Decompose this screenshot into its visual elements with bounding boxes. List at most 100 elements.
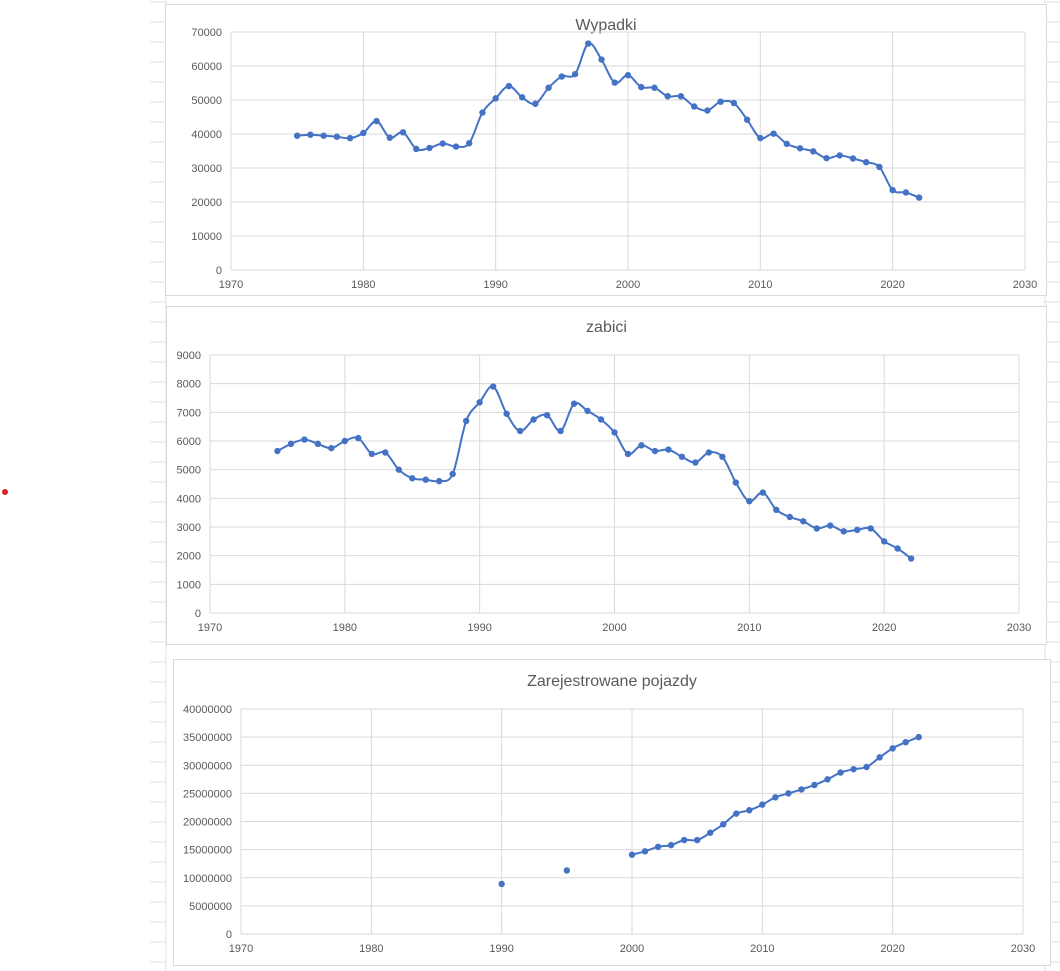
y-tick-label: 50000 (191, 95, 222, 107)
data-point (705, 449, 713, 456)
data-point (479, 109, 486, 116)
data-point (449, 470, 456, 478)
y-tick-label: 40000000 (183, 704, 232, 716)
x-tick-label: 1980 (351, 279, 375, 291)
data-point (558, 73, 566, 80)
data-point (563, 867, 571, 874)
data-point (386, 134, 393, 141)
x-tick-label: 2030 (1011, 943, 1035, 955)
chart-title: zabici (586, 319, 627, 336)
data-point (840, 528, 847, 535)
data-point (597, 416, 605, 423)
x-tick-label: 2010 (748, 279, 772, 291)
data-point (395, 466, 402, 473)
y-tick-label: 4000 (177, 493, 201, 505)
data-point (827, 522, 834, 529)
y-tick-label: 8000 (177, 379, 201, 391)
data-point (346, 134, 354, 142)
x-tick-label: 1970 (229, 943, 253, 955)
y-tick-label: 5000 (177, 465, 201, 477)
data-point (638, 83, 645, 91)
data-point (915, 194, 923, 201)
data-point (651, 84, 658, 91)
data-point (320, 132, 327, 139)
data-point (314, 440, 322, 448)
data-point (770, 130, 777, 137)
data-point (783, 140, 790, 148)
data-point (355, 434, 362, 442)
data-point (785, 790, 792, 797)
data-point (373, 117, 380, 125)
data-point (876, 754, 883, 761)
data-point (894, 545, 901, 552)
data-point (733, 810, 740, 817)
data-point (680, 836, 688, 844)
data-point (545, 84, 552, 91)
chart-title: Zarejestrowane pojazdy (527, 673, 697, 690)
data-point (786, 513, 793, 521)
data-point (293, 132, 301, 139)
data-point (641, 848, 649, 855)
data-point (287, 440, 295, 448)
data-point (863, 159, 870, 166)
data-point (516, 427, 524, 435)
y-tick-label: 35000000 (183, 732, 232, 744)
chart-wypadki[interactable]: Wypadki 0 10000 20000 30000 40000 50000 60000 7… (165, 4, 1047, 296)
y-tick-label: 0 (195, 608, 201, 620)
x-tick-label: 1990 (489, 943, 513, 955)
data-point (530, 416, 537, 423)
data-point (492, 95, 499, 102)
data-point (368, 450, 375, 458)
data-point (678, 453, 686, 460)
chart-title: Wypadki (575, 17, 637, 34)
data-point (717, 98, 724, 105)
data-point (850, 765, 857, 773)
x-tick-label: 1980 (359, 943, 383, 955)
data-point (902, 189, 910, 196)
data-point (413, 145, 420, 153)
data-point (333, 133, 341, 140)
x-tick-label: 2020 (880, 279, 904, 291)
data-point (876, 163, 883, 171)
data-point (746, 807, 753, 814)
data-point (813, 525, 820, 532)
chart-zabici[interactable]: zabici 0 1000 2000 3000 4000 5000 6000 7000 8000… (166, 306, 1047, 645)
x-tick-label: 2020 (880, 943, 904, 955)
data-point (462, 417, 470, 425)
y-tick-label: 2000 (177, 551, 201, 563)
y-tick-label: 15000000 (183, 845, 232, 857)
y-tick-label: 60000 (191, 61, 222, 73)
data-point (854, 526, 861, 534)
x-tick-label: 2020 (872, 622, 896, 634)
data-point (476, 399, 483, 406)
chart-plot-svg: 0 1000 2000 3000 4000 5000 6000 7000 8000 9000 197… (177, 350, 1032, 634)
data-point (863, 763, 870, 771)
chart-plot-svg: 0 5000000 10000000 15000000 20000000 25000000… (183, 704, 1035, 955)
x-tick-label: 1990 (483, 279, 507, 291)
data-point (466, 139, 473, 147)
x-tick-label: 1980 (333, 622, 357, 634)
x-tick-label: 1970 (219, 279, 243, 291)
data-point (907, 555, 915, 562)
y-tick-label: 70000 (191, 27, 222, 39)
x-tick-label: 2030 (1013, 279, 1037, 291)
data-point (360, 129, 367, 137)
data-point (638, 442, 645, 449)
data-point (772, 794, 779, 801)
y-tick-label: 0 (226, 929, 232, 941)
x-tick-label: 2010 (737, 622, 761, 634)
data-point (759, 489, 767, 496)
data-point (692, 459, 699, 466)
data-point (759, 801, 766, 808)
data-point (732, 479, 740, 486)
data-point (570, 400, 578, 407)
data-point (422, 476, 429, 483)
y-tick-label: 10000000 (183, 873, 232, 885)
y-tick-label: 3000 (177, 522, 201, 534)
data-point (571, 70, 579, 78)
data-point (503, 410, 510, 417)
y-tick-label: 25000000 (183, 788, 232, 800)
data-point (757, 134, 764, 142)
data-point (811, 781, 818, 789)
chart-zarejestrowane-pojazdy[interactable]: Zarejestrowane pojazdy 0 5000000 10000000 1… (173, 659, 1051, 966)
